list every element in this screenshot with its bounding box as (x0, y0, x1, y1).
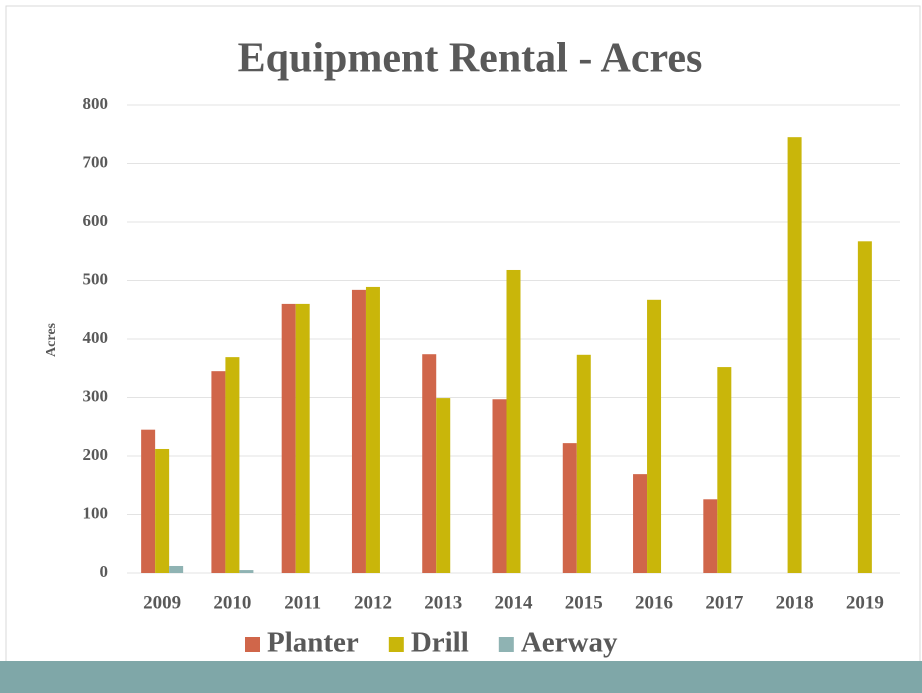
y-tick-label: 700 (83, 152, 109, 171)
y-tick-label: 800 (83, 94, 109, 113)
bar (562, 443, 577, 573)
x-tick-label: 2016 (635, 592, 673, 613)
bar (351, 289, 366, 573)
y-tick-label: 600 (83, 211, 109, 230)
y-tick-label: 100 (83, 503, 109, 522)
chart-title: Equipment Rental - Acres (238, 36, 703, 82)
bar (169, 565, 184, 573)
y-tick-label: 0 (100, 562, 109, 581)
bar (211, 371, 226, 573)
bar (155, 448, 170, 573)
bar (506, 269, 521, 573)
x-tick-label: 2014 (495, 592, 534, 613)
bar (647, 299, 662, 573)
y-axis-label: Acres (44, 322, 59, 356)
legend-swatch (245, 637, 260, 652)
bar (422, 354, 437, 573)
bar (436, 398, 451, 573)
x-tick-label: 2010 (213, 592, 251, 613)
x-tick-label: 2015 (565, 592, 603, 613)
bar (857, 241, 872, 573)
y-tick-label: 400 (83, 328, 109, 347)
x-tick-label: 2013 (424, 592, 462, 613)
y-tick-label: 300 (83, 386, 109, 405)
legend-label: Aerway (521, 627, 618, 659)
x-tick-label: 2011 (284, 592, 321, 613)
x-tick-label: 2017 (705, 592, 744, 613)
bar (633, 474, 648, 573)
bar (141, 429, 156, 573)
legend-swatch (498, 637, 514, 652)
bar (492, 399, 507, 573)
legend-swatch (388, 637, 404, 652)
bar (239, 570, 254, 573)
bar (225, 357, 240, 573)
footer-band (0, 661, 922, 693)
x-tick-label: 2019 (846, 592, 884, 613)
bar (576, 354, 591, 573)
bar (365, 286, 380, 573)
bar (281, 303, 296, 573)
bar (703, 499, 718, 573)
bar (295, 303, 310, 573)
legend-label: Drill (411, 627, 469, 659)
y-tick-label: 200 (83, 445, 109, 464)
bar (717, 367, 732, 573)
x-tick-label: 2009 (143, 592, 181, 613)
legend-label: Planter (267, 627, 359, 659)
bar (787, 137, 802, 574)
x-tick-label: 2012 (354, 592, 392, 613)
x-tick-label: 2018 (776, 592, 814, 613)
y-tick-label: 500 (83, 269, 109, 288)
